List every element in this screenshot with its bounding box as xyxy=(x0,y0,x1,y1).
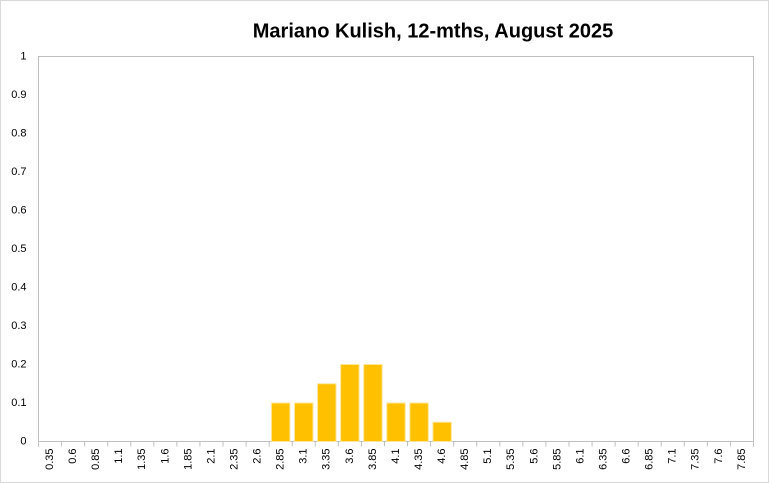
x-tick-label: 0.85 xyxy=(90,449,102,470)
x-tick-label: 7.6 xyxy=(713,449,725,464)
y-tick-label: 1 xyxy=(20,50,26,62)
x-tick-label: 1.6 xyxy=(159,449,171,464)
x-tick-label: 0.6 xyxy=(67,449,79,464)
x-tick-label: 2.35 xyxy=(228,449,240,470)
y-tick-label: 0 xyxy=(20,435,26,447)
y-tick-label: 0.8 xyxy=(11,127,26,139)
x-tick-label: 2.1 xyxy=(205,449,217,464)
x-tick-label: 4.35 xyxy=(413,449,425,470)
x-tick-label: 3.1 xyxy=(298,449,310,464)
bar xyxy=(317,383,337,442)
x-tick-label: 7.85 xyxy=(736,449,748,470)
y-tick-label: 0.7 xyxy=(11,166,26,178)
x-tick-label: 5.85 xyxy=(551,449,563,470)
x-tick-label: 1.1 xyxy=(113,449,125,464)
x-tick-label: 6.35 xyxy=(597,449,609,470)
y-tick-label: 0.3 xyxy=(11,320,26,332)
x-tick-label: 7.1 xyxy=(667,449,679,464)
y-tick-label: 0.9 xyxy=(11,89,26,101)
x-tick-label: 3.6 xyxy=(344,449,356,464)
x-tick-label: 6.6 xyxy=(621,449,633,464)
chart-title: Mariano Kulish, 12-mths, August 2025 xyxy=(253,20,613,42)
x-tick-label: 2.6 xyxy=(252,449,264,464)
x-tick-label: 4.1 xyxy=(390,449,402,464)
y-tick-label: 0.2 xyxy=(11,358,26,370)
x-tick-label: 2.85 xyxy=(275,449,287,470)
y-tick-label: 0.1 xyxy=(11,397,26,409)
y-tick-label: 0.5 xyxy=(11,243,26,255)
x-tick-label: 6.85 xyxy=(644,449,656,470)
x-tick-label: 7.35 xyxy=(690,449,702,470)
y-tick-label: 0.6 xyxy=(11,204,26,216)
bar xyxy=(294,402,314,442)
x-tick-label: 6.1 xyxy=(574,449,586,464)
x-tick-label: 5.1 xyxy=(482,449,494,464)
x-tick-label: 3.85 xyxy=(367,449,379,470)
bar xyxy=(340,364,360,442)
bar xyxy=(432,421,452,442)
x-tick-label: 4.6 xyxy=(436,449,448,464)
x-tick-label: 1.85 xyxy=(182,449,194,470)
x-tick-label: 0.35 xyxy=(44,449,56,470)
bar xyxy=(363,364,383,442)
bar xyxy=(270,402,291,442)
x-tick-label: 3.35 xyxy=(321,449,333,470)
y-tick-label: 0.4 xyxy=(11,281,26,293)
x-tick-label: 4.85 xyxy=(459,449,471,470)
x-tick-label: 5.6 xyxy=(528,449,540,464)
x-tick-label: 5.35 xyxy=(505,449,517,470)
x-tick-label: 1.35 xyxy=(136,449,148,470)
bar xyxy=(386,402,406,442)
bar xyxy=(409,402,429,442)
